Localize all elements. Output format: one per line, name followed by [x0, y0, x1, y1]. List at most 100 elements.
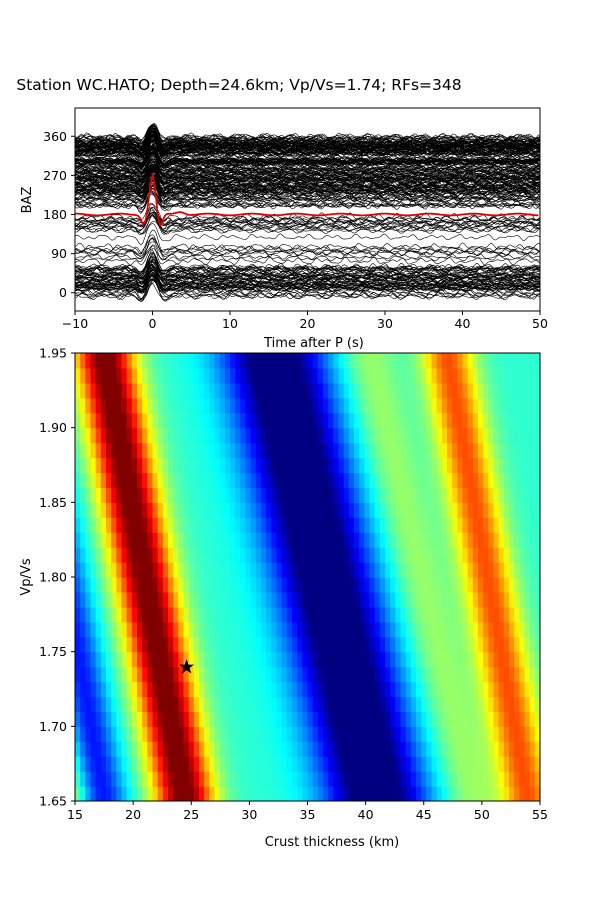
hk-cell: [240, 681, 247, 698]
hk-cell: [436, 771, 443, 787]
hk-cell: [152, 457, 159, 474]
hk-cell: [131, 711, 138, 727]
hk-cell: [503, 517, 510, 533]
hk-cell: [431, 382, 438, 399]
hk-cell: [405, 711, 412, 727]
hk-cell: [514, 636, 520, 653]
rf-trace: [75, 280, 540, 302]
hk-cell: [178, 412, 185, 429]
hk-cell: [354, 472, 360, 488]
hk-cell: [255, 651, 262, 668]
hk-cell: [431, 636, 438, 653]
hk-cell: [292, 442, 298, 459]
hk-cell: [173, 741, 179, 757]
hk-cell: [297, 591, 303, 608]
hk-cell: [204, 621, 210, 638]
hk-cell: [400, 621, 407, 638]
hk-cell: [142, 562, 148, 578]
hk-cell: [405, 367, 412, 384]
hk-cell: [441, 562, 448, 578]
hk-cell: [292, 621, 298, 638]
hk-cell: [245, 621, 252, 638]
hk-cell: [261, 621, 267, 638]
hk-cell: [276, 741, 283, 757]
hk-cell: [421, 487, 427, 503]
hk-cell: [219, 786, 226, 801]
hk-cell: [447, 711, 453, 727]
hk-cell: [338, 636, 345, 653]
hk-cell: [390, 591, 396, 608]
hk-cell: [137, 711, 143, 727]
hk-cell: [271, 547, 278, 563]
hk-cell: [219, 591, 226, 608]
hk-cell: [354, 591, 360, 608]
hk-cell: [157, 577, 164, 593]
hk-cell: [281, 621, 288, 638]
hk-cell: [121, 427, 128, 444]
hk-cell: [245, 427, 252, 444]
hk-cell: [302, 427, 309, 444]
hk-cell: [281, 472, 288, 488]
hk-cell: [312, 472, 319, 488]
hk-cell: [193, 621, 200, 638]
hk-cell: [266, 532, 272, 548]
hk-cell: [204, 726, 210, 742]
hk-cell: [395, 696, 402, 712]
hk-cell: [343, 532, 350, 548]
hk-cell: [100, 621, 107, 638]
hk-cell: [224, 487, 231, 503]
hk-cell: [250, 367, 257, 384]
hk-cell: [529, 726, 536, 742]
hk-cell: [323, 681, 329, 698]
hk-cell: [240, 741, 247, 757]
hk-cell: [157, 711, 164, 727]
hk-cell: [312, 741, 319, 757]
hk-cell: [328, 412, 334, 429]
hk-cell: [364, 382, 371, 399]
hk-cell: [534, 651, 540, 668]
hk-cell: [447, 786, 453, 801]
hk-cell: [126, 547, 133, 563]
hk-cell: [405, 382, 412, 399]
hk-cell: [261, 771, 267, 787]
hk-cell: [524, 353, 531, 369]
hk-cell: [369, 487, 376, 503]
hk-cell: [416, 726, 422, 742]
hk-cell: [116, 427, 123, 444]
hk-cell: [498, 547, 505, 563]
hk-cell: [142, 636, 148, 653]
hk-cell: [214, 651, 221, 668]
hk-cell: [271, 681, 278, 698]
hk-cell: [307, 621, 314, 638]
hk-cell: [312, 651, 319, 668]
hk-cell: [255, 741, 262, 757]
hk-cell: [276, 532, 283, 548]
hk-cell: [333, 457, 340, 474]
hk-cell: [452, 487, 458, 503]
hk-cell: [111, 651, 117, 668]
hk-cell: [255, 427, 262, 444]
hk-cell: [519, 457, 526, 474]
hk-cell: [312, 457, 319, 474]
hk-cell: [137, 562, 143, 578]
hk-cell: [137, 696, 143, 712]
hk-cell: [312, 442, 319, 459]
hk-cell: [80, 442, 86, 459]
hk-cell: [235, 517, 241, 533]
hk-cell: [271, 397, 278, 414]
hk-cell: [400, 636, 407, 653]
hk-cell: [462, 427, 469, 444]
hk-cell: [147, 487, 154, 503]
hk-cell: [178, 621, 185, 638]
hk-cell: [457, 786, 464, 801]
hk-cell: [219, 726, 226, 742]
hk-cell: [204, 577, 210, 593]
hk-cell: [292, 562, 298, 578]
hk-cell: [328, 681, 334, 698]
hk-cell: [271, 756, 278, 772]
hk-cell: [317, 591, 324, 608]
hk-cell: [209, 382, 216, 399]
hk-cell: [178, 487, 185, 503]
hk-cell: [85, 562, 92, 578]
hk-cell: [173, 353, 179, 369]
